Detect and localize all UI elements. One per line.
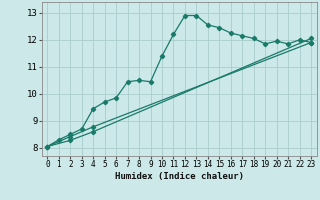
- X-axis label: Humidex (Indice chaleur): Humidex (Indice chaleur): [115, 172, 244, 181]
